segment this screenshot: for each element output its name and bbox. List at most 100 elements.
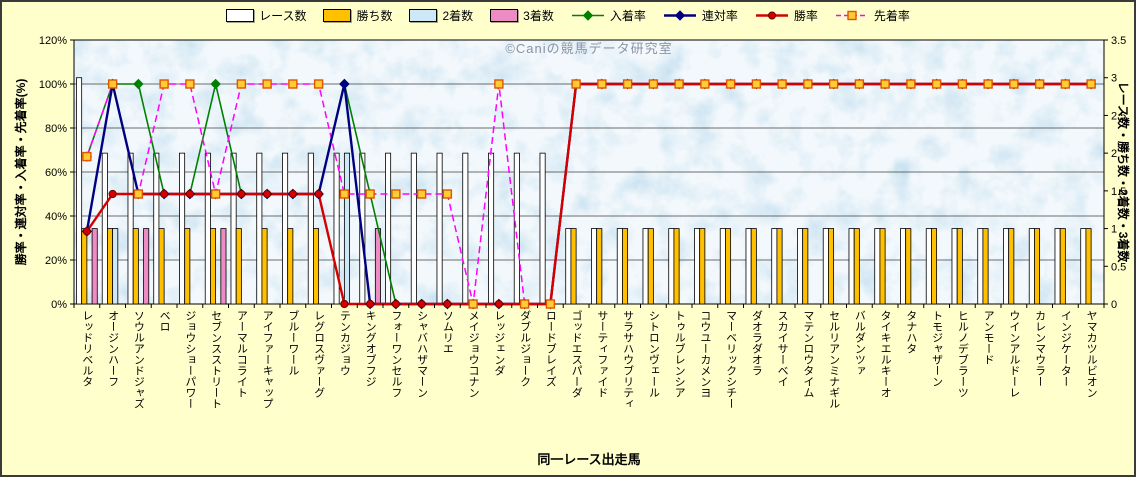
right-tick-label: 0.5 (1111, 261, 1126, 273)
right-tick-label: 2.5 (1111, 110, 1126, 122)
marker-win-rate (237, 189, 246, 199)
bar-races (410, 152, 417, 305)
marker-ahead-rate (751, 79, 762, 89)
bar-thirds (374, 228, 381, 305)
bar-races (642, 228, 649, 305)
bar-wins (879, 228, 886, 305)
right-tick-label: 0 (1111, 299, 1117, 311)
bar-races (1054, 228, 1061, 305)
bar-wins (1085, 228, 1092, 305)
marker-ahead-rate (185, 79, 195, 89)
bar-races (153, 152, 160, 305)
bar-wins (158, 228, 165, 305)
legend-swatch-win-rate (755, 11, 788, 20)
marker-ahead-rate (159, 79, 169, 89)
left-tick-label: 80% (45, 123, 67, 135)
x-tick-label: コウユーカメンヨ (698, 310, 711, 398)
bar-races (1028, 228, 1035, 305)
x-tick-label: レグロスヴァーグ (312, 310, 325, 398)
bar-wins (261, 228, 268, 305)
marker-ahead-rate (777, 79, 787, 89)
x-tick-label: ヤマカツルビオン (1085, 310, 1098, 398)
marker-ahead-rate (880, 79, 890, 89)
legend-swatch-thirds (490, 9, 519, 22)
x-tick-label: ヒルノデブラーツ (956, 310, 969, 398)
x-tick-label: ベロ (158, 310, 171, 332)
x-tick-label: アーマルコライト (235, 310, 248, 398)
x-tick-label: ジョウショーパワー (183, 310, 196, 409)
x-tick-label: ソウルアンドジャズ (132, 310, 145, 409)
x-tick-label: キングオブフジ (364, 310, 377, 387)
x-tick-label: カレンマウラー (1033, 310, 1046, 387)
bar-races (179, 152, 186, 305)
left-tick-label: 40% (45, 211, 67, 223)
marker-win-rate (391, 299, 400, 309)
bar-races (616, 228, 623, 305)
bar-wins (750, 228, 757, 305)
marker-ahead-rate (622, 79, 633, 89)
x-tick-label: タイキエルキーオ (879, 310, 892, 398)
x-tick-label: セルリアンミナギル (827, 310, 840, 409)
x-tick-label: サラサハウブリティ (621, 310, 634, 409)
legend-item-thirds: 3着数 (490, 7, 554, 24)
bar-races (1080, 228, 1087, 305)
marker-win-rate (417, 299, 426, 309)
x-tick-label: レッジェンダ (492, 310, 505, 376)
x-tick-label: バルダンツァ (853, 310, 866, 376)
marker-ahead-rate (931, 79, 942, 89)
marker-win-rate (288, 189, 297, 199)
bar-wins (956, 228, 963, 305)
bar-wins (905, 228, 912, 305)
bar-wins (725, 228, 732, 305)
x-tick-label: サーティファイド (595, 310, 608, 398)
left-tick-label: 20% (45, 255, 67, 267)
x-tick-label: ソムリエ (441, 310, 454, 354)
marker-ahead-rate (1086, 79, 1096, 89)
x-tick-label: メイジョウコナン (467, 310, 480, 398)
legend-item-place-rate: 入着率 (571, 7, 646, 24)
bar-wins (81, 228, 88, 305)
marker-ahead-rate (854, 79, 865, 89)
left-tick-label: 100% (39, 79, 67, 91)
legend-item-wins: 勝ち数 (323, 7, 392, 24)
legend-label-seconds: 2着数 (442, 9, 474, 23)
marker-quinella-rate (339, 78, 350, 90)
x-tick-label: フォーワンセルフ (389, 310, 402, 398)
marker-win-rate (82, 227, 91, 236)
marker-win-rate (263, 189, 272, 199)
left-tick-label: 60% (45, 167, 67, 179)
marker-ahead-rate (365, 189, 375, 199)
marker-ahead-rate (210, 189, 221, 199)
bar-wins (570, 228, 577, 305)
x-tick-label: マーベリックシチー (724, 310, 737, 409)
right-tick-label: 3 (1111, 73, 1117, 85)
marker-ahead-rate (725, 79, 736, 89)
marker-win-rate (185, 189, 194, 199)
marker-ahead-rate (648, 79, 659, 89)
bar-races (230, 152, 237, 305)
bar-races (76, 77, 83, 305)
bar-thirds (143, 228, 150, 305)
x-tick-label: シャバハザマーン (415, 310, 428, 398)
marker-ahead-rate (442, 189, 453, 199)
marker-ahead-rate (545, 299, 556, 309)
legend-swatch-quinella-rate (663, 10, 696, 21)
bar-races (874, 228, 881, 305)
marker-ahead-rate (1060, 79, 1071, 89)
marker-ahead-rate (906, 79, 916, 89)
marker-place-rate (133, 78, 144, 90)
legend: レース数 勝ち数 2着数 3着数 入着率 連対率 勝率 先着率 (2, 7, 1134, 24)
x-tick-label: ロードブレイズ (544, 310, 557, 387)
x-axis-title: 同一レース出走馬 (537, 452, 641, 467)
left-axis-title: 勝率・連対率・入着率・先着率(%) (14, 78, 28, 266)
marker-ahead-rate (1009, 79, 1019, 89)
bar-thirds (220, 228, 227, 305)
legend-item-quinella-rate: 連対率 (663, 7, 738, 24)
marker-ahead-rate (597, 79, 607, 89)
bar-races (333, 152, 340, 305)
marker-ahead-rate (674, 79, 684, 89)
bar-races (539, 152, 546, 305)
marker-ahead-rate (262, 79, 272, 89)
